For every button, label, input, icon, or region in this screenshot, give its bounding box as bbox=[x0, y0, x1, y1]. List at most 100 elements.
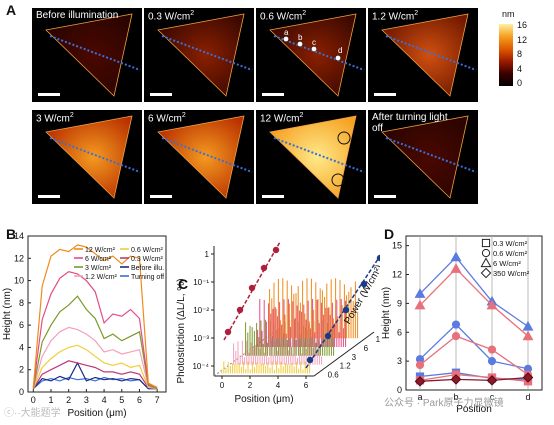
nanocrystal-triangle bbox=[157, 115, 245, 199]
legend-label: 6 W/cm² bbox=[85, 256, 112, 263]
x-tick-label: 0 bbox=[220, 381, 225, 390]
nanocrystal-triangle bbox=[45, 13, 133, 97]
afm-tile-6: 6 W/cm2 bbox=[144, 110, 254, 204]
x-tick-label: 6 bbox=[304, 381, 309, 390]
scan-line bbox=[385, 35, 477, 71]
y-tick-label: 9 bbox=[397, 298, 402, 308]
y-tick-label: 10 bbox=[14, 276, 24, 286]
data-marker bbox=[522, 320, 534, 331]
scale-bar bbox=[150, 93, 172, 96]
afm-tile-label: After turning light off bbox=[372, 112, 448, 134]
afm-tile-image bbox=[381, 115, 477, 199]
y-tick-label: 10⁻³ bbox=[193, 334, 209, 343]
plot-frame bbox=[405, 235, 543, 391]
y-tick-label: 4 bbox=[19, 342, 24, 352]
x-tick-label: 5 bbox=[119, 395, 124, 405]
point-marker-b bbox=[297, 41, 303, 47]
fit-marker-red bbox=[260, 264, 268, 272]
data-marker bbox=[414, 376, 426, 387]
afm-tile-image bbox=[45, 115, 141, 199]
series-line bbox=[32, 360, 158, 390]
x-tick-label: a bbox=[417, 392, 422, 402]
fit-marker-red bbox=[248, 284, 256, 292]
data-marker bbox=[451, 332, 461, 341]
data-marker bbox=[486, 375, 498, 386]
afm-tile-label: Before illumination bbox=[36, 10, 119, 21]
series-line bbox=[419, 267, 529, 337]
legend-label: 0.6 W/cm² bbox=[131, 247, 164, 254]
series-line bbox=[32, 295, 158, 390]
series-line bbox=[32, 326, 158, 390]
legend-label: 0.3 W/cm² bbox=[493, 239, 528, 248]
afm-tile-3: a b c d 0.6 W/cm2 bbox=[256, 8, 366, 102]
y-tick-label: 6 bbox=[19, 320, 24, 330]
data-marker bbox=[522, 330, 534, 341]
panel-letter-b: B bbox=[6, 226, 17, 242]
power-slice-1.2 bbox=[233, 340, 323, 365]
y-tick-label: 15 bbox=[392, 241, 402, 251]
afm-tile-label: 3 W/cm2 bbox=[36, 112, 74, 125]
scan-line bbox=[385, 137, 477, 173]
unit-superscript: 2 bbox=[190, 10, 195, 17]
legend-marker bbox=[481, 248, 491, 258]
scale-bar bbox=[38, 195, 60, 198]
chart-c: 1 10⁻¹ 10⁻² 10⁻³ 10⁻⁴ Photostriction (ΔL/L, %… bbox=[176, 241, 380, 405]
legend-marker bbox=[480, 257, 492, 268]
afm-tile-8: After turning light off bbox=[368, 110, 478, 204]
afm-tile-image bbox=[157, 115, 253, 199]
z-tick-label: 12 bbox=[376, 335, 380, 344]
x-tick-label: c bbox=[490, 392, 495, 402]
x-tick-label: b bbox=[453, 392, 458, 402]
scan-line bbox=[49, 137, 141, 173]
data-marker bbox=[486, 299, 498, 310]
y-tick-label: 0 bbox=[19, 387, 24, 397]
y-tick-label: 14 bbox=[14, 231, 24, 241]
z-axis-label: Power (W/cm²) bbox=[342, 263, 380, 326]
legend-label: 0.3 W/cm² bbox=[131, 256, 164, 263]
afm-tile-image bbox=[157, 13, 253, 97]
point-label-c: c bbox=[312, 38, 316, 47]
fit-line-blue bbox=[305, 254, 380, 369]
colorbar-unit: nm bbox=[502, 9, 515, 19]
nanocrystal-triangle bbox=[381, 115, 469, 199]
y-tick-label: 12 bbox=[14, 253, 24, 263]
x-tick-label: 4 bbox=[102, 395, 107, 405]
nanocrystal-triangle bbox=[381, 13, 469, 97]
x-tick-label: 6 bbox=[137, 395, 142, 405]
legend-marker bbox=[480, 267, 492, 279]
fit-marker-blue bbox=[324, 332, 332, 340]
z-tick-label: 3 bbox=[352, 353, 357, 362]
series-line bbox=[419, 335, 529, 376]
colorbar-tick: 4 bbox=[517, 63, 523, 74]
x-tick-label: 7 bbox=[155, 395, 160, 405]
data-marker bbox=[451, 320, 461, 329]
fit-marker-red bbox=[236, 306, 244, 314]
data-marker bbox=[450, 263, 462, 273]
scale-bar bbox=[38, 93, 60, 96]
unit-superscript: 2 bbox=[302, 10, 307, 17]
x-axis-label: Position bbox=[456, 404, 492, 415]
afm-tile-image bbox=[269, 115, 365, 199]
afm-tile-label: 12 W/cm2 bbox=[260, 112, 304, 125]
point-label-a: a bbox=[284, 28, 289, 37]
x-axis-label: Position (μm) bbox=[67, 408, 126, 419]
series-line bbox=[32, 271, 158, 389]
afm-tile-label: 0.3 W/cm2 bbox=[148, 10, 195, 23]
legend-label: 350 W/cm² bbox=[493, 269, 530, 278]
afm-tile-label: 1.2 W/cm2 bbox=[372, 10, 419, 23]
y-axis-label: Photostriction (ΔL/L, %) bbox=[176, 278, 187, 383]
series-line bbox=[32, 361, 158, 390]
scale-bar bbox=[374, 195, 396, 198]
legend-label: Before illu. bbox=[131, 265, 164, 272]
y-tick-label: 2 bbox=[19, 365, 24, 375]
scan-line bbox=[273, 35, 365, 71]
z-axis bbox=[313, 331, 375, 377]
panel-letter-a: A bbox=[6, 2, 17, 18]
afm-tile-2: 0.3 W/cm2 bbox=[144, 8, 254, 102]
power-slice-0.6 bbox=[221, 361, 311, 374]
watermark-right: 公众号 · Park原子力显微镜 bbox=[384, 398, 504, 409]
series-line bbox=[32, 344, 158, 390]
afm-tile-7: 12 W/cm2 bbox=[256, 110, 366, 204]
series-line bbox=[32, 244, 158, 389]
